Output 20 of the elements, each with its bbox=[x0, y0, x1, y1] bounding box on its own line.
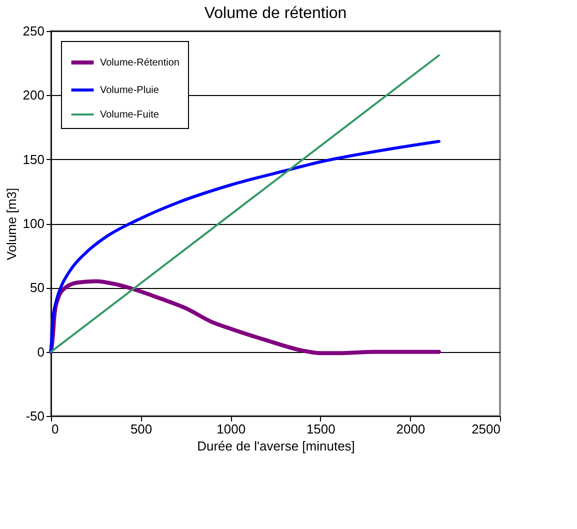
legend-label: Volume-Pluie bbox=[100, 85, 160, 96]
y-tick-label: 100 bbox=[22, 216, 44, 231]
y-axis-title: Volume [m3] bbox=[4, 188, 19, 260]
chart-title: Volume de rétention bbox=[204, 5, 347, 22]
y-tick-label: 0 bbox=[37, 344, 44, 360]
legend-label: Volume-Rétention bbox=[100, 58, 180, 68]
x-tick-label: 500 bbox=[130, 422, 152, 436]
y-tick-label: 50 bbox=[30, 280, 44, 296]
y-tick-label: 150 bbox=[22, 152, 44, 167]
y-tick-label: -50 bbox=[26, 408, 44, 424]
x-tick-label: 1000 bbox=[216, 422, 246, 436]
x-tick-label: 0 bbox=[52, 422, 59, 436]
line-series bbox=[50, 140, 440, 354]
x-tick-label: 2500 bbox=[472, 422, 500, 436]
x-axis-title: Durée de l'averse [minutes] bbox=[197, 438, 355, 454]
x-tick-label: 2000 bbox=[396, 422, 426, 436]
y-tick-label: 200 bbox=[22, 88, 44, 103]
legend-label: Volume-Fuite bbox=[100, 110, 160, 120]
x-tick-label: 1500 bbox=[306, 422, 336, 436]
y-tick-label: 250 bbox=[22, 24, 44, 38]
